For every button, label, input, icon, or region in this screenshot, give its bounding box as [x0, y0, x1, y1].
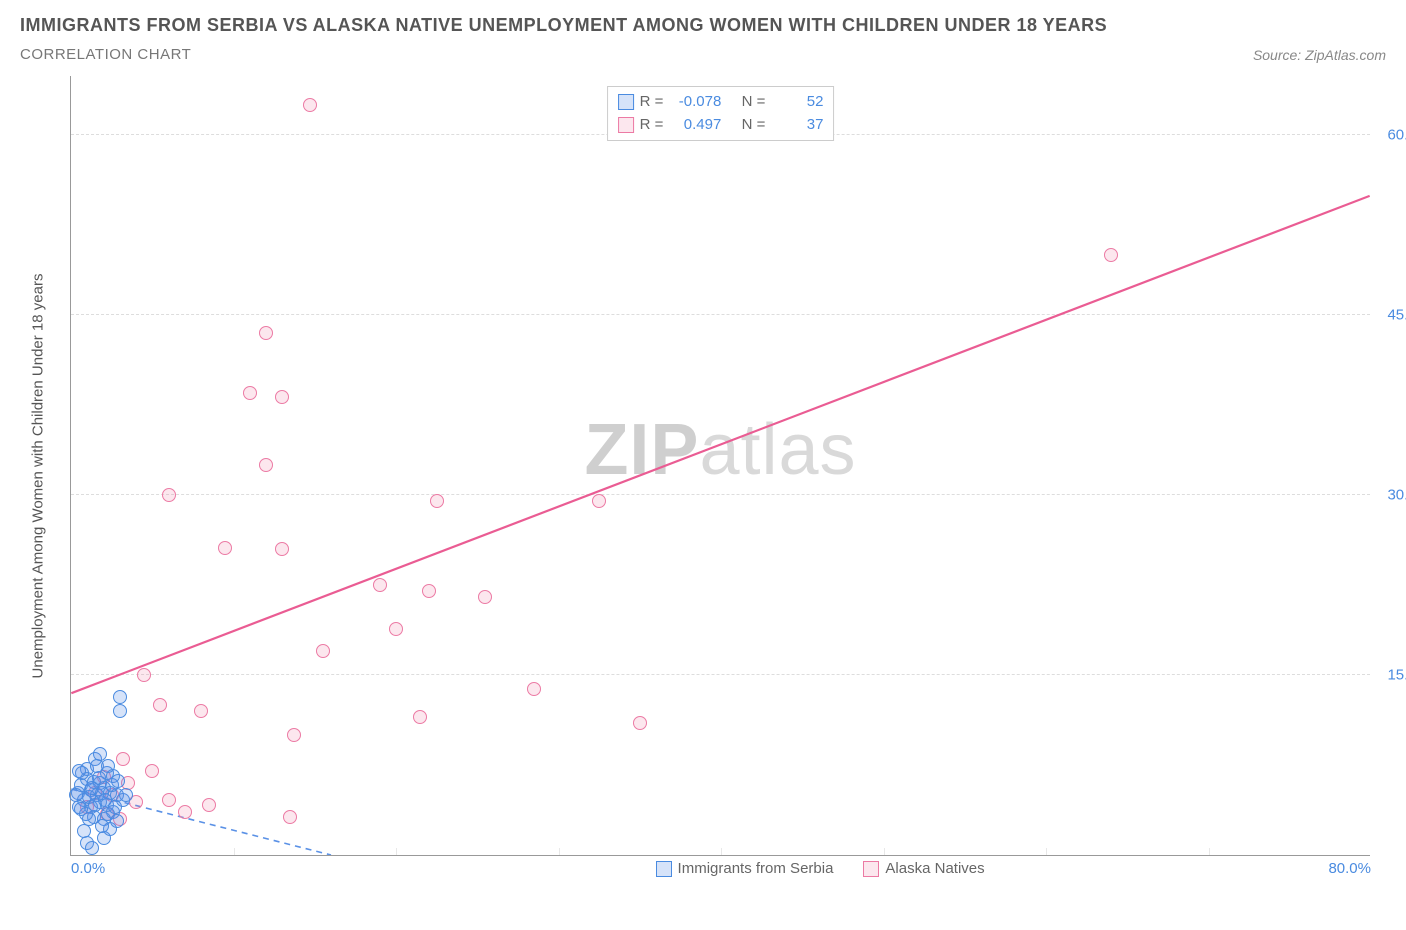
- y-tick-label: 30.0%: [1387, 487, 1406, 504]
- data-point-pink: [527, 682, 541, 696]
- data-point-blue: [85, 841, 99, 855]
- stats-box: R = -0.078 N = 52 R = 0.497 N = 37: [607, 86, 835, 141]
- y-tick-label: 60.0%: [1387, 127, 1406, 144]
- data-point-blue: [111, 774, 125, 788]
- stats-r-value-blue: -0.078: [669, 91, 721, 114]
- grid-tick-v: [234, 848, 235, 855]
- data-point-blue: [92, 771, 106, 785]
- data-point-pink: [373, 578, 387, 592]
- data-point-pink: [592, 494, 606, 508]
- chart-container: Unemployment Among Women with Children U…: [20, 71, 1386, 881]
- data-point-pink: [422, 584, 436, 598]
- data-point-pink: [259, 458, 273, 472]
- grid-line-h: [71, 674, 1370, 675]
- data-point-blue: [77, 824, 91, 838]
- chart-title-line2: CORRELATION CHART: [20, 46, 191, 63]
- data-point-pink: [275, 542, 289, 556]
- data-point-pink: [633, 716, 647, 730]
- watermark: ZIPatlas: [584, 409, 856, 491]
- stats-n-label: N =: [742, 114, 766, 137]
- data-point-pink: [162, 793, 176, 807]
- data-point-pink: [316, 644, 330, 658]
- data-point-blue: [93, 747, 107, 761]
- stats-r-label: R =: [640, 114, 664, 137]
- data-point-pink: [303, 98, 317, 112]
- legend-label-pink: Alaska Natives: [885, 860, 984, 877]
- data-point-pink: [413, 710, 427, 724]
- data-point-pink: [283, 810, 297, 824]
- data-point-pink: [162, 488, 176, 502]
- data-point-pink: [243, 386, 257, 400]
- stats-n-label: N =: [742, 91, 766, 114]
- data-point-pink: [145, 764, 159, 778]
- chart-title-line1: IMMIGRANTS FROM SERBIA VS ALASKA NATIVE …: [20, 15, 1386, 36]
- data-point-pink: [194, 704, 208, 718]
- trend-line: [71, 196, 1369, 693]
- data-point-pink: [218, 541, 232, 555]
- data-point-blue: [69, 788, 83, 802]
- grid-line-h: [71, 314, 1370, 315]
- stats-row-pink: R = 0.497 N = 37: [618, 114, 824, 137]
- stats-n-value-blue: 52: [771, 91, 823, 114]
- data-point-blue: [95, 819, 109, 833]
- data-point-pink: [259, 326, 273, 340]
- x-tick-label: 80.0%: [1328, 860, 1371, 877]
- legend-label-blue: Immigrants from Serbia: [678, 860, 834, 877]
- stats-n-value-pink: 37: [771, 114, 823, 137]
- data-point-blue: [119, 788, 133, 802]
- data-point-pink: [275, 390, 289, 404]
- data-point-blue: [110, 814, 124, 828]
- swatch-blue-icon: [618, 94, 634, 110]
- data-point-pink: [287, 728, 301, 742]
- legend-item-pink: Alaska Natives: [863, 860, 984, 877]
- grid-tick-v: [884, 848, 885, 855]
- grid-tick-v: [559, 848, 560, 855]
- grid-tick-v: [1046, 848, 1047, 855]
- y-tick-label: 15.0%: [1387, 667, 1406, 684]
- swatch-pink-icon: [863, 861, 879, 877]
- watermark-atlas: atlas: [699, 410, 856, 490]
- y-tick-label: 45.0%: [1387, 307, 1406, 324]
- grid-tick-v: [1209, 848, 1210, 855]
- data-point-pink: [153, 698, 167, 712]
- data-point-pink: [430, 494, 444, 508]
- plot-area: ZIPatlas R = -0.078 N = 52 R = 0.497 N =…: [70, 76, 1370, 856]
- data-point-pink: [202, 798, 216, 812]
- data-point-blue: [101, 759, 115, 773]
- bottom-legend: Immigrants from Serbia Alaska Natives: [656, 860, 985, 877]
- data-point-blue: [113, 704, 127, 718]
- y-axis-title: Unemployment Among Women with Children U…: [30, 274, 47, 679]
- stats-r-value-pink: 0.497: [669, 114, 721, 137]
- header-row: CORRELATION CHART Source: ZipAtlas.com: [20, 46, 1386, 63]
- stats-row-blue: R = -0.078 N = 52: [618, 91, 824, 114]
- data-point-blue: [72, 764, 86, 778]
- data-point-pink: [137, 668, 151, 682]
- data-point-pink: [116, 752, 130, 766]
- data-point-pink: [478, 590, 492, 604]
- grid-tick-v: [396, 848, 397, 855]
- swatch-blue-icon: [656, 861, 672, 877]
- data-point-blue: [113, 690, 127, 704]
- swatch-pink-icon: [618, 117, 634, 133]
- grid-tick-v: [721, 848, 722, 855]
- legend-item-blue: Immigrants from Serbia: [656, 860, 834, 877]
- data-point-pink: [389, 622, 403, 636]
- data-point-pink: [1104, 248, 1118, 262]
- grid-line-h: [71, 494, 1370, 495]
- stats-r-label: R =: [640, 91, 664, 114]
- watermark-zip: ZIP: [584, 410, 699, 490]
- x-tick-label: 0.0%: [71, 860, 105, 877]
- data-point-pink: [178, 805, 192, 819]
- data-point-blue: [74, 802, 88, 816]
- source-label: Source: ZipAtlas.com: [1253, 47, 1386, 63]
